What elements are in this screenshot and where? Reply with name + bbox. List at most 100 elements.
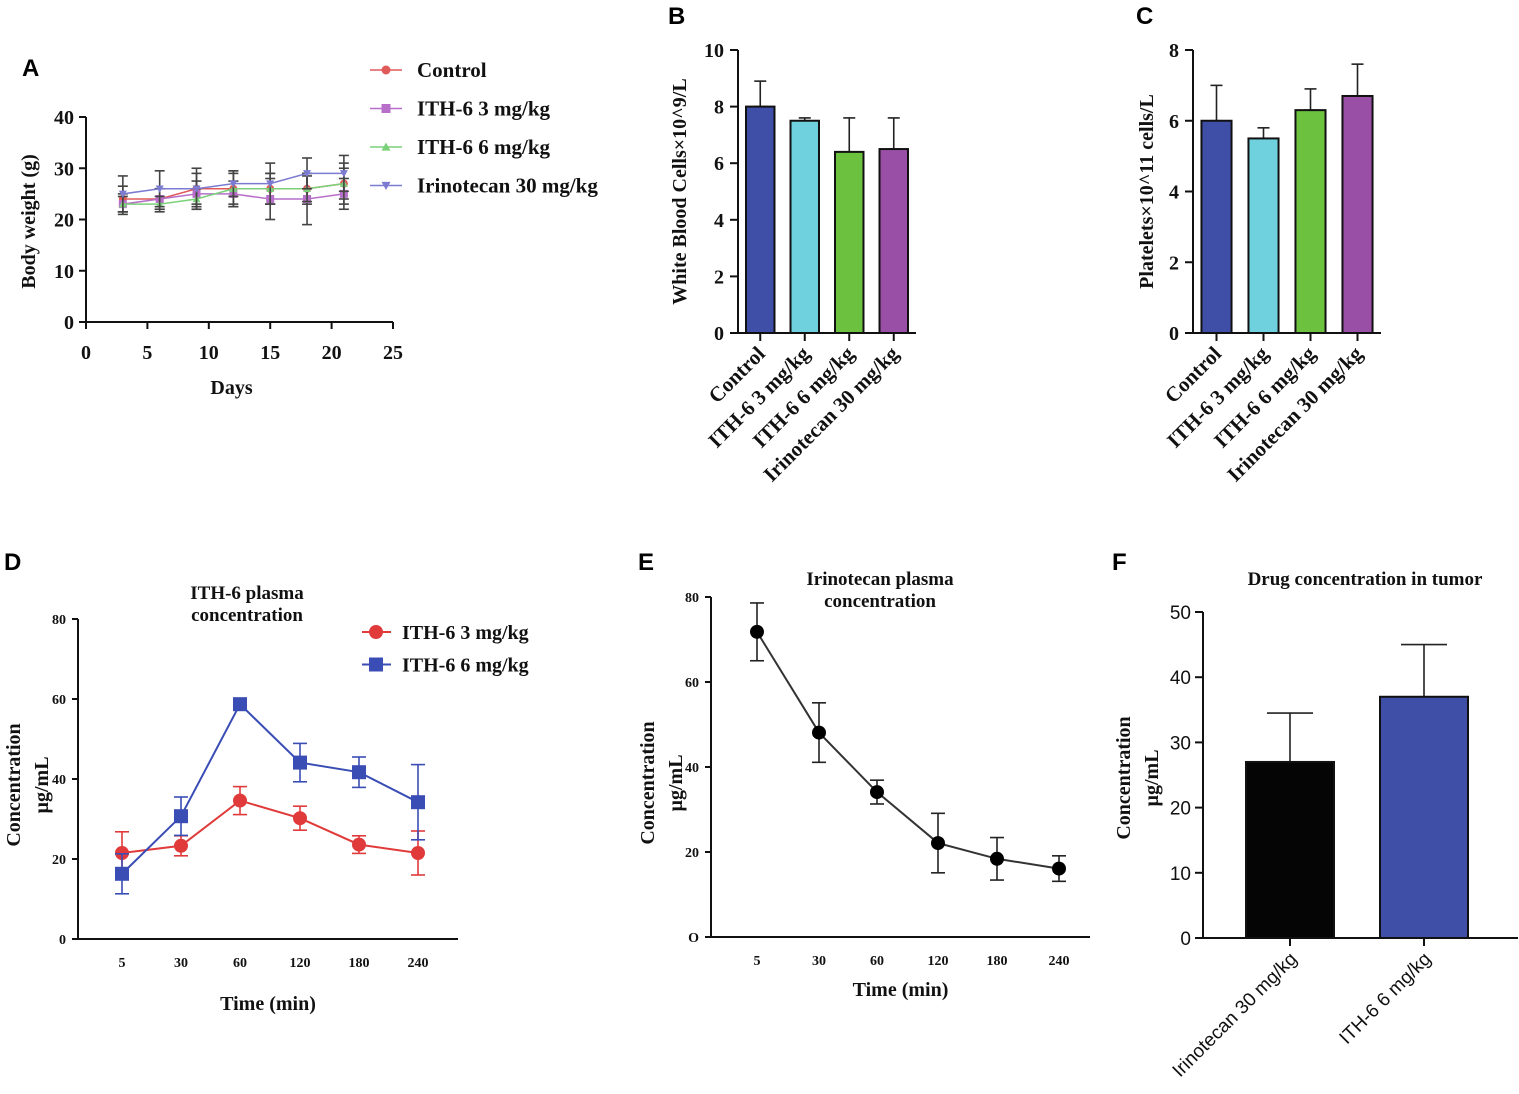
bar: [1379, 695, 1469, 940]
error-bar: [1401, 643, 1447, 698]
x-tick-label: 240: [1049, 954, 1070, 969]
data-point: [411, 846, 425, 860]
panel-letter-b: B: [668, 3, 685, 30]
x-tick-label: 5: [754, 954, 761, 969]
bar: [1245, 760, 1335, 940]
x-tick-label: 25: [383, 342, 403, 364]
y-axis-label-line: Concentration: [1113, 716, 1135, 839]
data-point: [293, 811, 307, 826]
y-tick-label: 10: [1170, 864, 1191, 885]
y-tick-label: 20: [54, 210, 74, 232]
y-axis-label-line: Concentration: [637, 721, 659, 844]
y-tick-label: 0: [59, 933, 66, 948]
error-bar: [1257, 127, 1270, 140]
data-point: [352, 765, 366, 780]
chart-title-line: ITH-6 plasma: [190, 583, 304, 604]
y-tick-label: 60: [685, 676, 699, 691]
panel-letter-e: E: [638, 549, 654, 576]
data-point: [233, 697, 247, 712]
y-tick-label: 6: [714, 153, 724, 175]
y-tick-label: O: [688, 931, 699, 946]
data-point: [233, 793, 247, 808]
x-tick-label: 120: [290, 956, 311, 971]
data-point: [411, 795, 425, 810]
bar: [878, 148, 909, 334]
panel-a-chart: 0 10 20 30 40 0 5 10 15 20 25 Days Body weight (g) Co…: [18, 58, 598, 399]
x-tick-label: 60: [233, 956, 247, 971]
y-tick-label: 80: [685, 591, 699, 606]
x-tick-label: 120: [928, 954, 949, 969]
y-tick-label: 20: [1170, 799, 1191, 820]
y-tick-label: 6: [1169, 111, 1179, 133]
data-point: [870, 785, 884, 800]
legend-marker: [381, 142, 391, 151]
bar: [1247, 137, 1280, 334]
data-point: [303, 170, 312, 178]
x-tick-label: 20: [322, 342, 342, 364]
y-axis-label-line: µg/mL: [665, 754, 687, 811]
legend-marker: [369, 625, 383, 639]
bar: [1341, 94, 1374, 334]
y-tick-label: 50: [1170, 603, 1191, 624]
panel-f-chart: 0 10 20 30 40 50 Irinotecan 30 mg/kg ITH-6 6 mg…: [1113, 569, 1518, 1082]
data-point: [812, 725, 826, 740]
data-point: [174, 838, 188, 853]
panel-letter-c: C: [1136, 3, 1153, 30]
data-point: [229, 180, 238, 188]
legend-marker: [381, 104, 391, 113]
legend-marker: [369, 657, 383, 672]
legend-marker: [381, 181, 391, 190]
legend-label: ITH-6 3 mg/kg: [402, 622, 529, 644]
y-tick-label: 8: [1169, 40, 1179, 62]
error-bar: [754, 80, 767, 108]
y-axis-label-line: Concentration: [3, 723, 25, 846]
y-tick-label: 4: [714, 210, 724, 232]
legend-label: Irinotecan 30 mg/kg: [417, 174, 598, 198]
x-tick-label: 5: [119, 956, 126, 971]
y-tick-label: 10: [54, 261, 74, 283]
y-tick-label: 0: [714, 323, 724, 345]
error-bar: [1267, 712, 1313, 763]
y-tick-label: 30: [1170, 733, 1191, 754]
y-tick-label: 20: [685, 846, 699, 861]
y-tick-label: 2: [714, 266, 724, 288]
y-axis-label: Platelets×10^11 cells/L: [1136, 94, 1158, 289]
data-point: [352, 837, 366, 852]
data-point: [115, 866, 129, 881]
data-point: [192, 185, 201, 193]
y-tick-label: 0: [1180, 929, 1191, 950]
panel-d-chart: 0 20 40 60 80 5 30 60 120 180 240 Time (min) ITH-6 p…: [3, 583, 529, 1015]
error-bar: [1304, 88, 1317, 111]
y-tick-label: 40: [685, 761, 699, 776]
legend-label: ITH-6 6 mg/kg: [417, 135, 551, 159]
y-axis-label: White Blood Cells×10^9/L: [669, 78, 691, 304]
chart-title-line: Irinotecan plasma: [806, 569, 954, 590]
bar: [745, 105, 776, 334]
x-tick-label: 30: [812, 954, 826, 969]
panel-letter-d: D: [4, 549, 21, 576]
error-bar: [1210, 84, 1223, 122]
error-bar: [1351, 63, 1364, 97]
x-axis-label: Time (min): [853, 979, 949, 1001]
x-tick-label: 0: [81, 342, 91, 364]
y-axis-label: Body weight (g): [18, 154, 40, 288]
bar: [834, 150, 865, 334]
legend-label: ITH-6 3 mg/kg: [417, 97, 551, 121]
x-tick-label: 180: [349, 956, 370, 971]
data-point: [990, 851, 1004, 866]
y-tick-label: 0: [1169, 323, 1179, 345]
legend-marker: [381, 65, 391, 75]
data-point: [339, 170, 348, 178]
data-point: [931, 836, 945, 851]
series-line-0: [121, 799, 419, 854]
x-tick-label: 240: [408, 956, 429, 971]
y-tick-label: 40: [1170, 668, 1191, 689]
chart-title-line: concentration: [191, 605, 303, 626]
panel-e-chart: O 20 40 60 80 5 30 60 120 180 240 Time (min) Irinote…: [637, 569, 1090, 1001]
x-tick-label: 30: [174, 956, 188, 971]
panel-letter-a: A: [22, 55, 39, 82]
x-tick-label: 15: [260, 342, 280, 364]
chart-title-line: concentration: [824, 591, 936, 612]
